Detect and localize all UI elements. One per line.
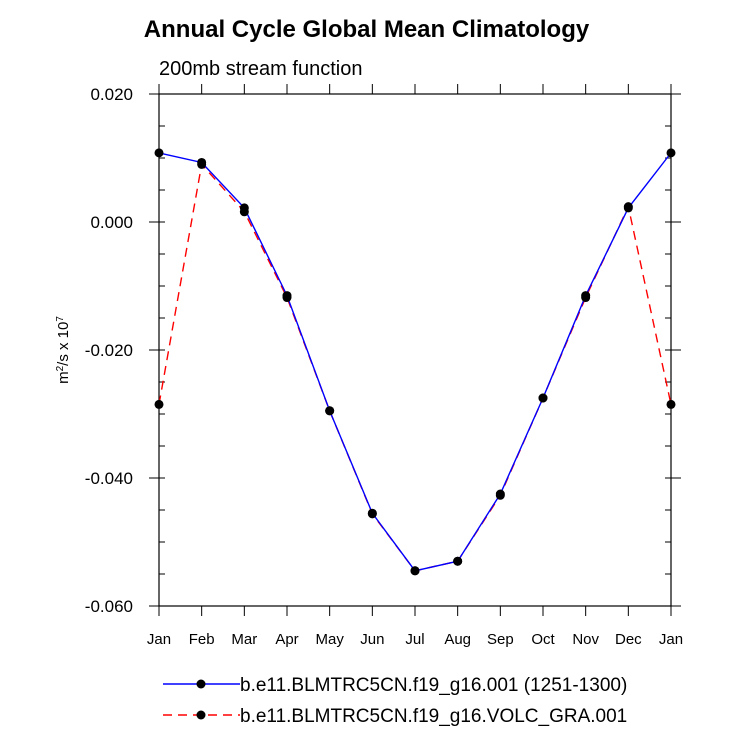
y-tick-label: -0.040 xyxy=(85,469,133,488)
series-0-point xyxy=(538,393,548,403)
x-tick-label: Aug xyxy=(444,631,471,648)
series-1-point xyxy=(666,399,676,409)
plot-frame xyxy=(158,93,672,607)
series-0-point xyxy=(325,406,335,416)
legend: b.e11.BLMTRC5CN.f19_g16.001 (1251-1300) b… xyxy=(163,675,627,727)
series-0-point xyxy=(197,157,207,167)
series-layer xyxy=(154,148,676,576)
series-0-point xyxy=(367,508,377,518)
x-tick-label: Mar xyxy=(231,631,257,648)
x-tick-label: Jan xyxy=(659,631,683,648)
series-0-point xyxy=(239,203,249,213)
x-tick-label: Dec xyxy=(615,631,642,648)
x-tick-label: May xyxy=(315,631,344,648)
x-tick-label: Jun xyxy=(360,631,384,648)
axes: 0.020 0.000 -0.020 -0.040 -0.060 Jan Feb Mar Apr… xyxy=(85,84,683,648)
x-tick-label: Feb xyxy=(189,631,215,648)
legend-marker-0 xyxy=(196,679,206,689)
legend-label-1: b.e11.BLMTRC5CN.f19_g16.VOLC_GRA.001 xyxy=(240,706,627,727)
x-tick-label: Jan xyxy=(147,631,171,648)
series-0-point xyxy=(154,148,164,158)
x-tick-label: Oct xyxy=(531,631,555,648)
y-tick-label: 0.020 xyxy=(90,85,133,104)
legend-marker-1 xyxy=(196,710,206,720)
chart-subtitle: 200mb stream function xyxy=(159,58,363,80)
series-0-point xyxy=(623,203,633,213)
x-tick-label: Sep xyxy=(487,631,514,648)
x-tick-label: Apr xyxy=(275,631,298,648)
series-0-point xyxy=(453,556,463,566)
y-tick-label: -0.020 xyxy=(85,341,133,360)
series-line-0 xyxy=(158,152,672,572)
series-0-point xyxy=(495,489,505,499)
y-tick-label: -0.060 xyxy=(85,597,133,616)
chart-title: Annual Cycle Global Mean Climatology xyxy=(143,16,590,43)
x-tick-label: Nov xyxy=(572,631,599,648)
series-0-point xyxy=(282,291,292,301)
series-1-point xyxy=(154,399,164,409)
series-0-point xyxy=(666,148,676,158)
series-line-1 xyxy=(158,162,672,572)
series-0-point xyxy=(581,291,591,301)
series-0-point xyxy=(410,566,420,576)
y-tick-label: 0.000 xyxy=(90,213,133,232)
y-axis-label: m2/s x 107 xyxy=(55,316,73,384)
x-tick-label: Jul xyxy=(405,631,424,648)
legend-label-0: b.e11.BLMTRC5CN.f19_g16.001 (1251-1300) xyxy=(240,675,627,696)
